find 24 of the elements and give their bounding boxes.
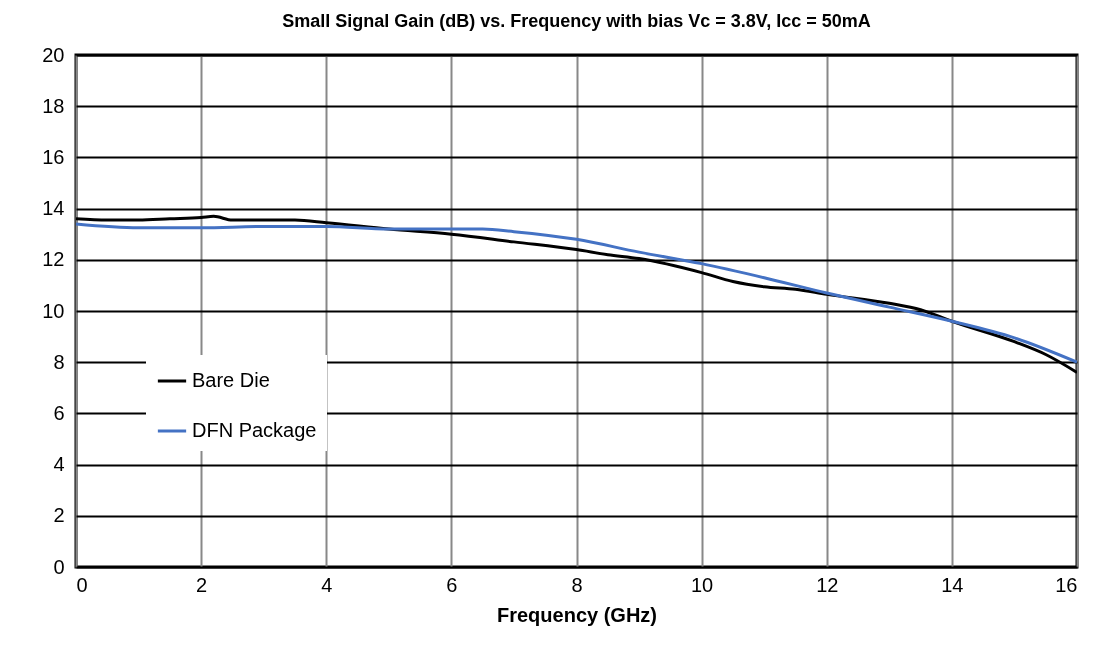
x-tick-label: 6: [446, 573, 458, 596]
x-tick-label: 4: [321, 573, 333, 596]
y-tick-label: 2: [53, 504, 65, 527]
x-tick-label: 0: [76, 573, 88, 596]
x-tick-label: 8: [571, 573, 583, 596]
x-tick-label: 10: [691, 573, 714, 596]
y-tick-label: 4: [53, 453, 65, 476]
x-tick-label: 2: [196, 573, 208, 596]
x-axis-title: Frequency (GHz): [496, 603, 658, 626]
y-tick-label: 20: [42, 43, 65, 66]
y-tick-label: 6: [53, 401, 65, 424]
x-tick-label: 14: [941, 573, 964, 596]
y-tick-label: 18: [42, 94, 65, 117]
legend-label: Bare Die: [192, 369, 270, 391]
y-tick-label: 10: [42, 299, 65, 322]
y-tick-label: 14: [42, 197, 65, 220]
y-tick-label: 0: [53, 555, 65, 578]
x-tick-label: 12: [816, 573, 839, 596]
y-tick-label: 12: [42, 248, 65, 271]
x-tick-label: 16: [1055, 573, 1078, 596]
y-tick-label: 8: [53, 350, 65, 373]
chart-title: Small Signal Gain (dB) vs. Frequency with bias Vc = 3.8V, Icc = 50mA: [282, 11, 871, 31]
y-tick-label: 16: [42, 145, 65, 168]
legend-label: DFN Package: [192, 419, 317, 441]
